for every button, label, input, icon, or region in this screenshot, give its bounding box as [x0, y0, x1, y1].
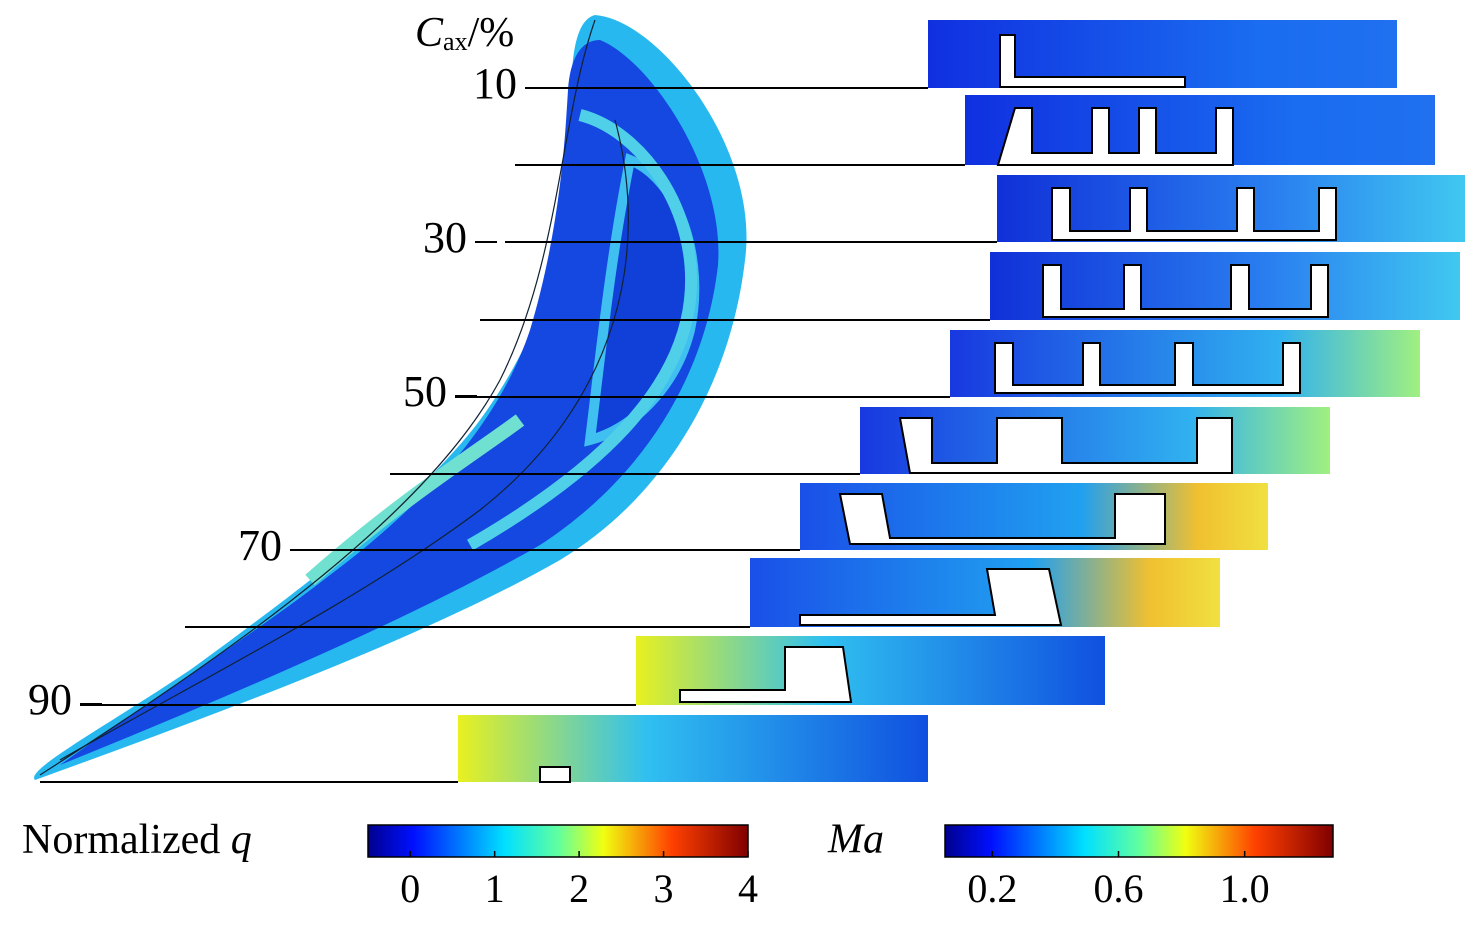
rib [838, 493, 1166, 545]
axis-title: Cax/% [415, 10, 514, 56]
sections [458, 20, 1465, 783]
rib [898, 417, 1233, 474]
colorbar-tick-label: 0.6 [1093, 866, 1143, 911]
colorbar-tick-label: 0.2 [967, 866, 1017, 911]
colorbar-tick-label: 3 [654, 866, 674, 911]
rib [539, 766, 571, 783]
rib [679, 646, 853, 703]
colorbar-tick-label: 1 [485, 866, 505, 911]
colorbar-label: Normalized q [22, 817, 252, 863]
colorbar-tick-label: 1.0 [1220, 866, 1270, 911]
tick-label: 10 [473, 59, 517, 108]
rib [996, 107, 1234, 166]
rib [799, 568, 1063, 626]
colorbar-label: Ma [827, 817, 884, 863]
colorbar [944, 824, 1334, 858]
tick-label: 90 [28, 675, 72, 724]
colorbar-tick-label: 2 [569, 866, 589, 911]
colorbar-tick-label: 0 [400, 866, 420, 911]
leader-lines [40, 87, 997, 783]
tick-label: 70 [238, 521, 282, 570]
tick-label: 30 [423, 213, 467, 262]
colorbar [367, 824, 749, 858]
tick-label: 50 [403, 367, 447, 416]
section [458, 715, 928, 782]
rib [999, 34, 1186, 88]
rib [994, 342, 1301, 394]
rib [1051, 187, 1337, 241]
colorbar-tick-label: 4 [738, 866, 758, 911]
blade [34, 15, 747, 780]
rib [1042, 264, 1329, 318]
